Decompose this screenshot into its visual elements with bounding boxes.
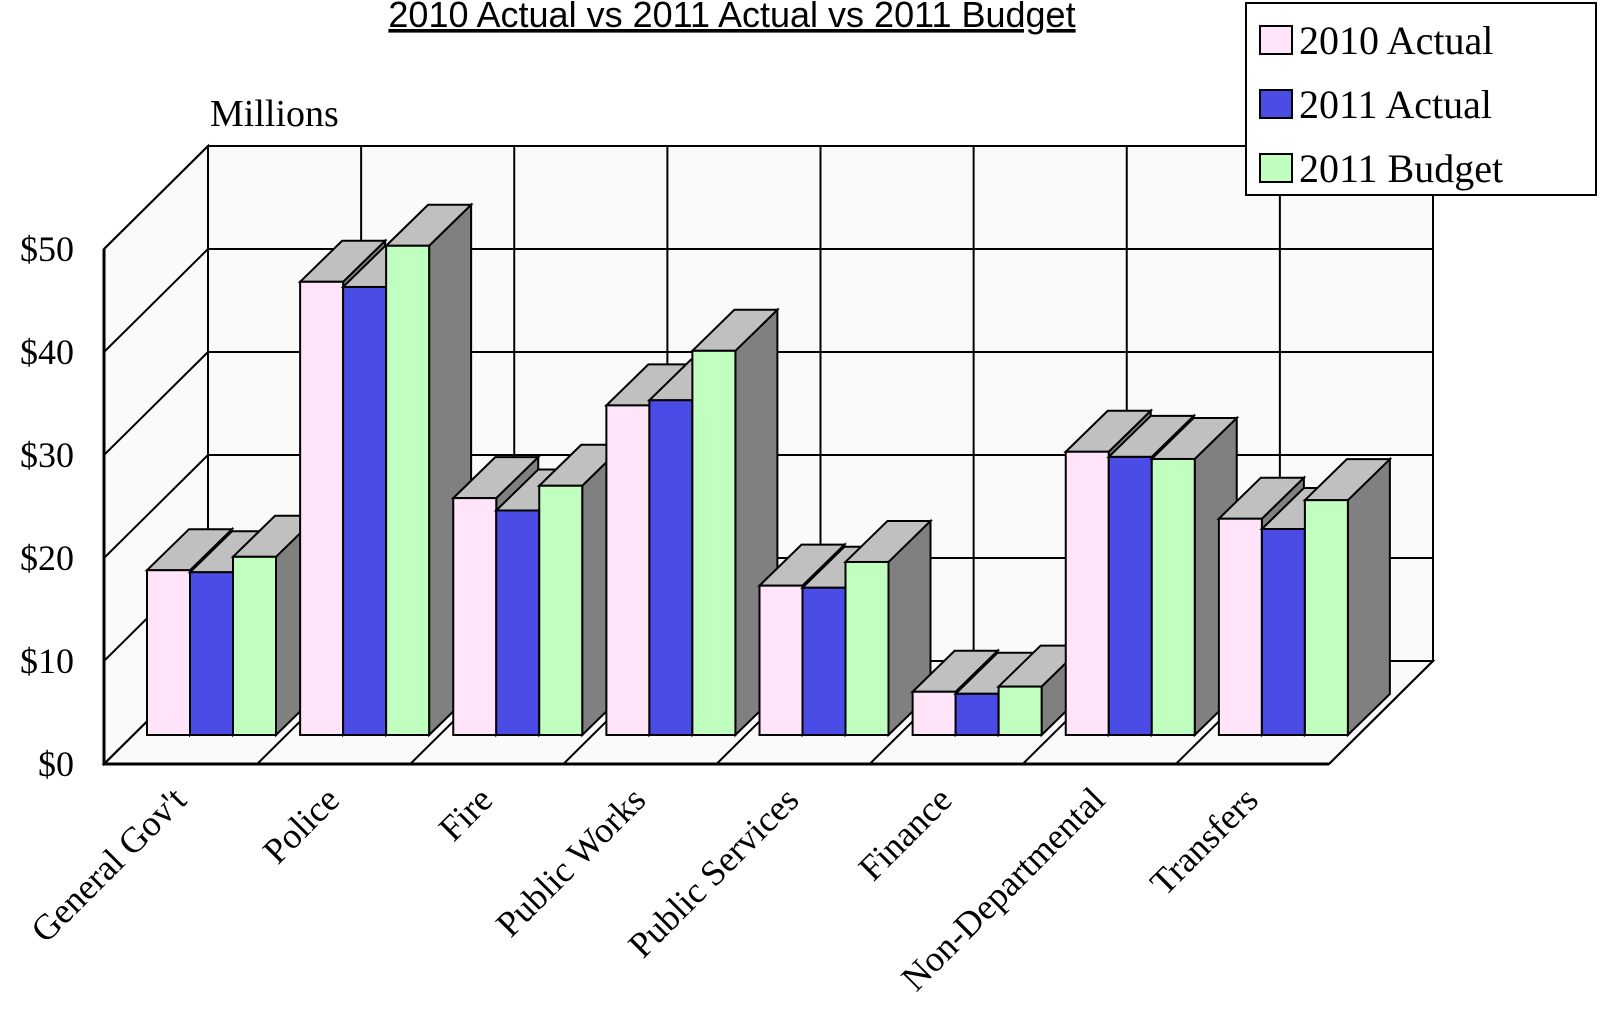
- bar-public-services-2010-actual: [758, 584, 804, 737]
- bar-public-works-2010-actual: [605, 404, 651, 736]
- legend-swatch-2011-budget: [1259, 153, 1293, 183]
- bar-general-gov-t-2010-actual: [146, 569, 191, 737]
- y-tick-label: $40: [20, 332, 74, 372]
- y-tick-label: $10: [20, 641, 74, 681]
- bar-police-2011-actual: [342, 285, 388, 736]
- y-tick-label: $30: [20, 435, 74, 475]
- bar-fire-2011-actual: [495, 509, 541, 736]
- gridline-side: [103, 248, 209, 353]
- bar-police-2010-actual: [299, 280, 345, 736]
- x-tick-label-finance: Finance: [851, 779, 960, 888]
- chart-title: 2010 Actual vs 2011 Actual vs 2011 Budge…: [388, 0, 1075, 35]
- bar-general-gov-t-2011-budget: [232, 555, 277, 736]
- legend-label-2011-actual: 2011 Actual: [1299, 81, 1492, 127]
- gridline-side: [103, 145, 209, 250]
- x-tick-label-fire: Fire: [431, 779, 500, 848]
- legend-label-2010-actual: 2010 Actual: [1299, 17, 1494, 63]
- gridline-side: [103, 351, 209, 456]
- x-tick-label-public-works: Public Works: [488, 779, 653, 944]
- bar-finance-2010-actual: [911, 690, 957, 736]
- bar-fire-2011-budget: [538, 484, 584, 736]
- plot-area: $0 $10 $20 $30 $40 $50 General Gov't Police Fire…: [20, 143, 1436, 999]
- bar-general-gov-t-2011-actual: [189, 571, 234, 737]
- bar-public-works-2011-actual: [648, 399, 694, 736]
- y-axis-label: Millions: [210, 93, 339, 135]
- legend-item-2011-actual: 2011 Actual: [1259, 82, 1492, 127]
- x-tick-label-general-gov-t: General Gov't: [23, 779, 194, 950]
- bar-public-services-2011-budget: [844, 560, 890, 737]
- y-tick-label: $20: [20, 538, 74, 578]
- bar-transfers-2010-actual: [1217, 517, 1263, 737]
- bar-finance-2011-actual: [954, 692, 1000, 736]
- legend-item-2011-budget: 2011 Budget: [1259, 146, 1503, 191]
- x-tick-label-transfers: Transfers: [1142, 779, 1266, 903]
- legend-label-2011-budget: 2011 Budget: [1299, 145, 1504, 191]
- floor-line: [1328, 660, 1434, 765]
- y-tick-label: $50: [20, 229, 74, 269]
- bar-transfers-2011-actual: [1260, 528, 1306, 736]
- bar-finance-2011-budget: [997, 685, 1043, 737]
- bar-transfers-2011-budget: [1303, 499, 1349, 736]
- bar-non-departmental-2011-actual: [1107, 455, 1153, 736]
- bar-public-services-2011-actual: [801, 586, 847, 737]
- bar-non-departmental-2011-budget: [1150, 457, 1196, 736]
- bar-transfers-2011-budget-side: [1346, 456, 1391, 738]
- bar-non-departmental-2010-actual: [1064, 450, 1110, 736]
- legend: 2010 Actual 2011 Actual 2011 Budget: [1245, 2, 1597, 196]
- bar-fire-2010-actual: [452, 497, 498, 736]
- x-tick-label-police: Police: [255, 779, 347, 871]
- bar-police-2011-budget: [385, 244, 431, 736]
- legend-swatch-2011-actual: [1259, 89, 1293, 119]
- y-tick-label: $0: [38, 744, 74, 784]
- legend-swatch-2010-actual: [1259, 25, 1293, 55]
- bar-public-works-2011-budget: [691, 349, 737, 736]
- gridline-side: [103, 454, 209, 559]
- legend-item-2010-actual: 2010 Actual: [1259, 18, 1493, 63]
